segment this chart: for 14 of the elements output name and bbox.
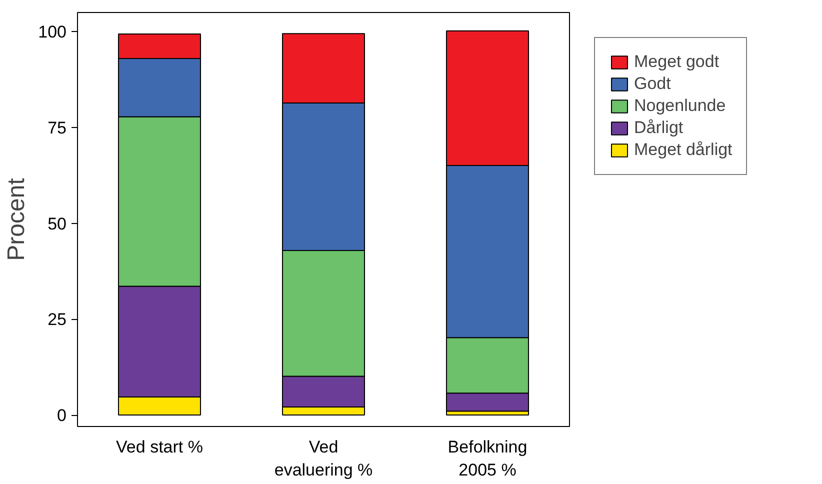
x-tick-label: Ved start %	[116, 438, 203, 456]
legend-label: Meget godt	[634, 52, 720, 72]
legend-label: Meget dårligt	[634, 140, 732, 160]
y-tick-label: 0	[57, 406, 67, 425]
y-tick-label: 100	[38, 22, 67, 42]
y-tick-label: 25	[48, 310, 67, 330]
y-axis-title: Procent	[3, 178, 30, 261]
x-tick-label: Befolkning 2005 %	[448, 438, 528, 480]
legend-label: Dårligt	[634, 118, 684, 138]
y-tick-label: 75	[48, 118, 67, 138]
y-tick-label: 50	[48, 214, 67, 234]
legend-label: Nogenlunde	[634, 96, 726, 116]
x-tick-label: Ved evaluering %	[274, 438, 373, 480]
legend-label: Godt	[634, 74, 671, 94]
